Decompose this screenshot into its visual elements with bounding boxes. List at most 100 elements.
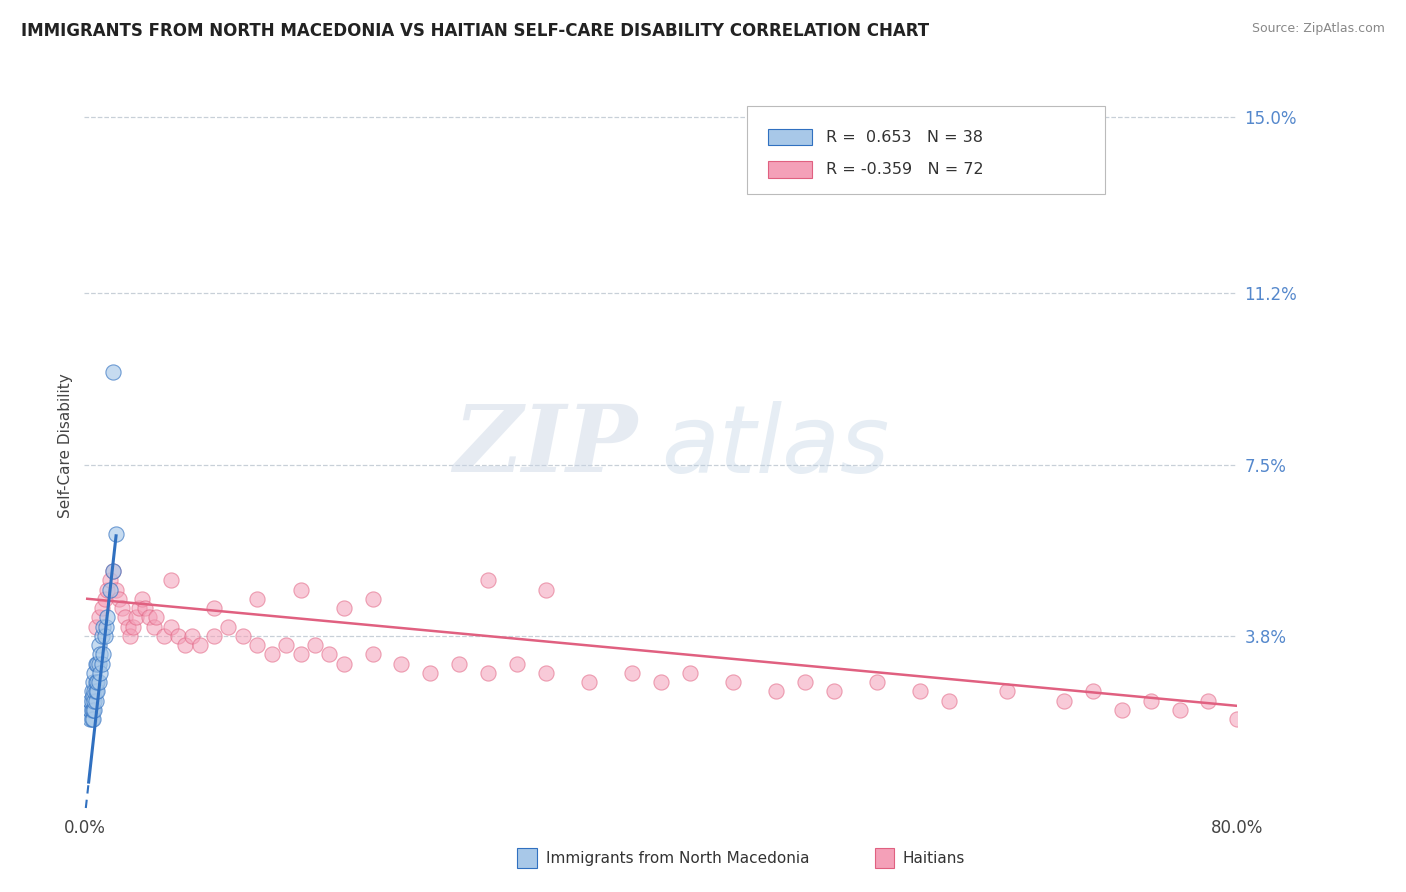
Point — [304, 638, 326, 652]
Point — [1140, 693, 1163, 707]
Point — [83, 693, 105, 707]
Point — [96, 610, 118, 624]
Text: IMMIGRANTS FROM NORTH MACEDONIA VS HAITIAN SELF-CARE DISABILITY CORRELATION CHAR: IMMIGRANTS FROM NORTH MACEDONIA VS HAITI… — [21, 22, 929, 40]
Point — [534, 665, 557, 680]
Point — [794, 675, 817, 690]
FancyBboxPatch shape — [768, 161, 811, 178]
Point — [93, 591, 115, 606]
Point — [138, 610, 160, 624]
Point — [202, 601, 225, 615]
Point — [142, 619, 165, 633]
Point — [1226, 712, 1249, 726]
Point — [86, 675, 108, 690]
Point — [1083, 684, 1105, 698]
Point — [202, 629, 225, 643]
Point — [84, 684, 107, 698]
Point — [90, 629, 112, 643]
Point — [823, 684, 845, 698]
Point — [86, 657, 108, 671]
Point — [91, 648, 114, 662]
Point — [276, 638, 298, 652]
Point — [125, 610, 148, 624]
Point — [1198, 693, 1220, 707]
Text: atlas: atlas — [661, 401, 889, 491]
Point — [79, 693, 101, 707]
Point — [449, 657, 471, 671]
Point — [391, 657, 413, 671]
Point — [181, 629, 204, 643]
Point — [477, 665, 499, 680]
Point — [246, 591, 269, 606]
Point — [84, 657, 107, 671]
Point — [84, 619, 107, 633]
Y-axis label: Self-Care Disability: Self-Care Disability — [58, 374, 73, 518]
Point — [82, 712, 104, 726]
Point — [91, 619, 114, 633]
Point — [134, 601, 156, 615]
Text: R = -0.359   N = 72: R = -0.359 N = 72 — [825, 162, 983, 177]
Point — [152, 629, 174, 643]
Point — [79, 703, 101, 717]
Point — [160, 574, 183, 588]
Point — [679, 665, 702, 680]
Point — [114, 610, 136, 624]
Point — [120, 629, 142, 643]
Point — [131, 591, 153, 606]
Point — [96, 582, 118, 597]
Point — [246, 638, 269, 652]
Point — [83, 684, 105, 698]
Point — [105, 582, 128, 597]
Point — [1168, 703, 1191, 717]
Text: Haitians: Haitians — [903, 851, 965, 865]
Point — [98, 574, 121, 588]
Point — [333, 657, 356, 671]
Point — [188, 638, 211, 652]
Point — [1256, 703, 1278, 717]
Point — [90, 657, 112, 671]
Point — [333, 601, 356, 615]
Point — [89, 665, 111, 680]
Point — [84, 693, 107, 707]
Point — [103, 365, 124, 379]
Point — [578, 675, 600, 690]
Point — [290, 582, 312, 597]
Point — [80, 693, 103, 707]
Point — [361, 648, 384, 662]
Point — [232, 629, 254, 643]
Point — [82, 675, 104, 690]
Point — [87, 610, 110, 624]
FancyBboxPatch shape — [748, 106, 1105, 194]
Point — [117, 619, 139, 633]
Point — [84, 675, 107, 690]
Point — [103, 564, 124, 578]
Point — [128, 601, 150, 615]
Point — [419, 665, 441, 680]
Point — [108, 591, 131, 606]
Point — [98, 582, 121, 597]
Point — [82, 703, 104, 717]
Point — [89, 648, 111, 662]
Point — [160, 619, 183, 633]
Point — [86, 684, 108, 698]
Point — [506, 657, 529, 671]
Point — [87, 638, 110, 652]
Point — [93, 629, 115, 643]
Point — [83, 665, 105, 680]
Point — [721, 675, 744, 690]
FancyBboxPatch shape — [768, 129, 811, 145]
Point — [80, 703, 103, 717]
Point — [1111, 703, 1133, 717]
Point — [105, 527, 128, 541]
Point — [103, 564, 124, 578]
Point — [94, 619, 117, 633]
Point — [1270, 731, 1292, 745]
Point — [866, 675, 889, 690]
Point — [290, 648, 312, 662]
Point — [145, 610, 167, 624]
Text: Immigrants from North Macedonia: Immigrants from North Macedonia — [546, 851, 808, 865]
Point — [650, 675, 672, 690]
Point — [87, 657, 110, 671]
Point — [318, 648, 340, 662]
Point — [260, 648, 283, 662]
Text: ZIP: ZIP — [454, 401, 638, 491]
